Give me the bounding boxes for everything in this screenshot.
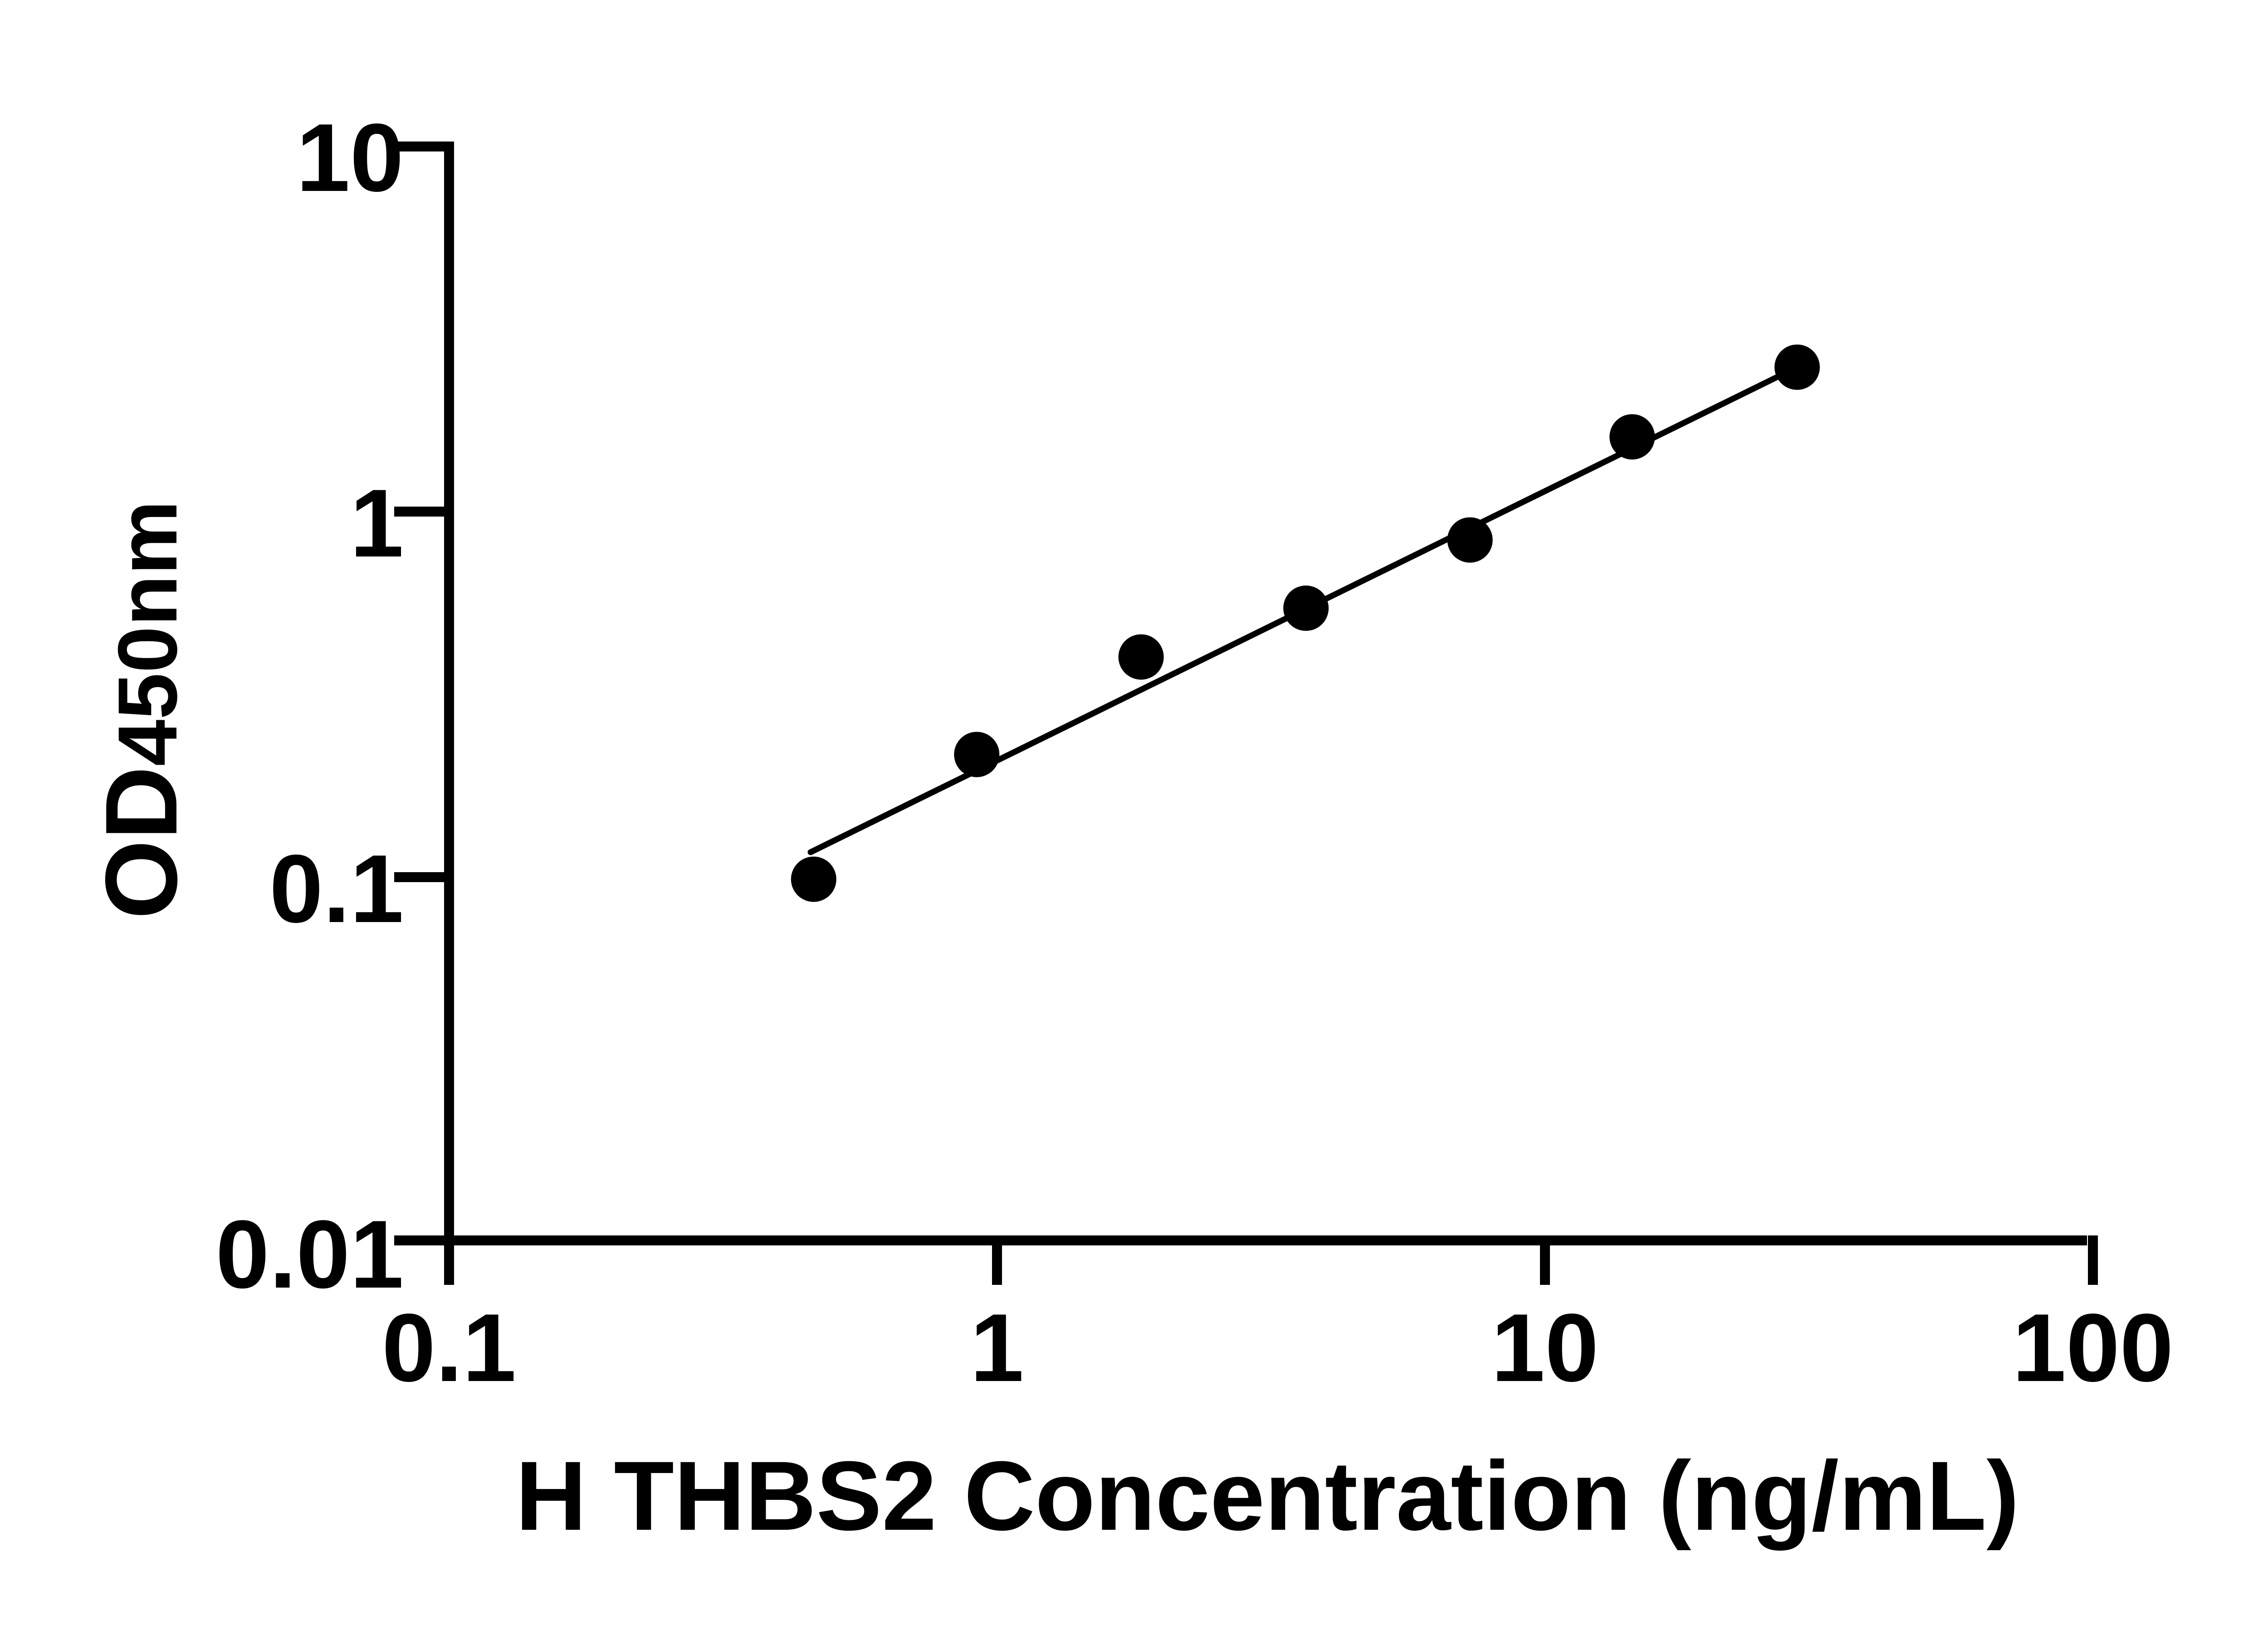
svg-text:0.01: 0.01 xyxy=(215,1201,404,1308)
svg-text:0.1: 0.1 xyxy=(269,835,404,943)
svg-text:1: 1 xyxy=(350,469,404,577)
svg-text:0.1: 0.1 xyxy=(382,1294,516,1402)
svg-text:100: 100 xyxy=(2012,1294,2173,1402)
svg-text:10: 10 xyxy=(1491,1294,1599,1402)
svg-text:10: 10 xyxy=(296,104,404,212)
svg-text:1: 1 xyxy=(970,1294,1024,1402)
svg-text:OD450nm: OD450nm xyxy=(84,500,198,919)
svg-text:H THBS2 Concentration (ng/mL): H THBS2 Concentration (ng/mL) xyxy=(515,1441,2019,1551)
